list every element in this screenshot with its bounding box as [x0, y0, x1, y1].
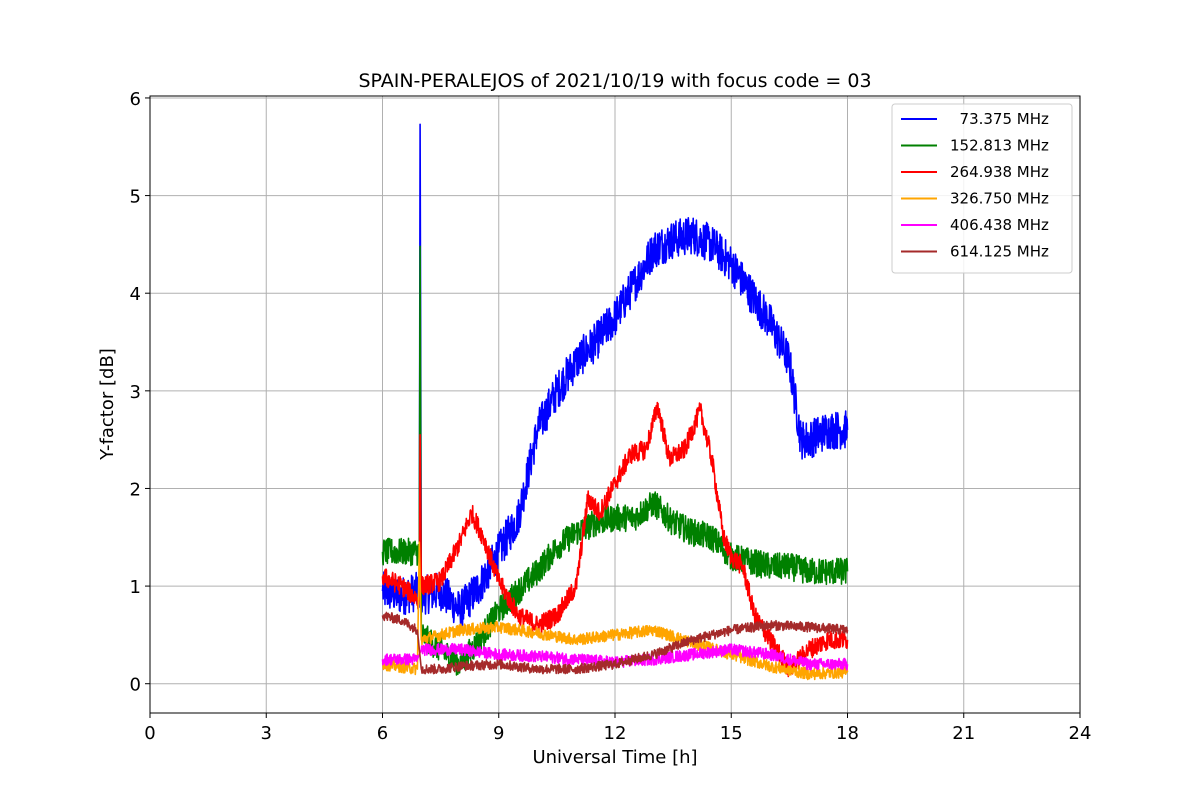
x-axis-title: Universal Time [h] — [532, 747, 697, 768]
x-tick-label: 12 — [604, 723, 627, 744]
series-line-4 — [381, 642, 849, 671]
chart-title: SPAIN-PERALEJOS of 2021/10/19 with focus… — [358, 70, 871, 92]
y-tick-label: 1 — [130, 577, 141, 598]
y-axis-title: Y-factor [dB] — [97, 348, 118, 461]
x-tick-label: 24 — [1069, 723, 1092, 744]
y-tick-label: 4 — [130, 284, 141, 305]
y-tick-label: 3 — [130, 382, 141, 403]
legend-label: 73.375 MHz — [950, 110, 1049, 128]
x-tick-label: 21 — [952, 723, 975, 744]
x-tick-label: 0 — [144, 723, 155, 744]
series-line-2 — [381, 401, 849, 678]
series-line-5 — [381, 611, 849, 675]
y-tick-label: 5 — [130, 187, 141, 208]
legend-label: 406.438 MHz — [950, 216, 1049, 234]
x-tick-label: 3 — [261, 723, 272, 744]
series-line-0 — [381, 123, 849, 629]
legend-label: 614.125 MHz — [950, 243, 1049, 261]
x-tick-label: 18 — [836, 723, 859, 744]
x-tick-label: 6 — [377, 723, 388, 744]
y-tick-label: 6 — [130, 89, 141, 110]
legend-label: 152.813 MHz — [950, 137, 1049, 155]
x-tick-label: 15 — [720, 723, 743, 744]
series-group — [381, 123, 849, 681]
y-tick-label: 2 — [130, 479, 141, 500]
legend: 73.375 MHz 152.813 MHz 264.938 MHz 326.750 … — [891, 103, 1073, 274]
x-tick-label: 9 — [493, 723, 504, 744]
legend-label: 326.750 MHz — [950, 190, 1049, 208]
legend-label: 264.938 MHz — [950, 163, 1049, 181]
series-line-3 — [381, 541, 849, 681]
y-tick-label: 0 — [130, 675, 141, 696]
